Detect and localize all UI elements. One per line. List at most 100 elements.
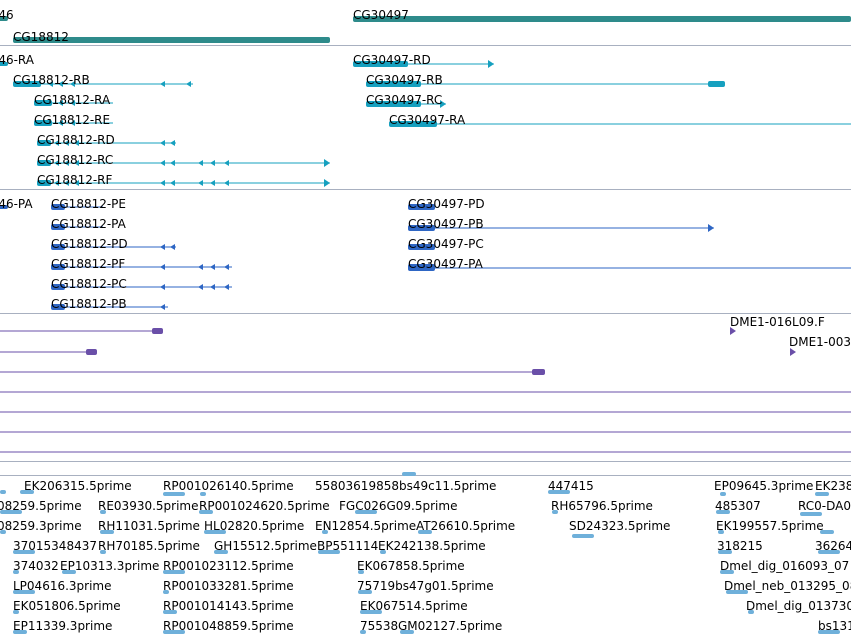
e1-label[interactable]: EK206315.5prime — [24, 479, 132, 493]
bac-dme1-003-marker[interactable] — [790, 348, 796, 356]
e23-label[interactable]: GH15512.5prime — [214, 539, 317, 553]
tx-cg18812-rc-arrow[interactable] — [64, 160, 69, 166]
t-cg18812-rd-label[interactable]: CG18812-RD — [37, 133, 115, 147]
est-mark[interactable] — [0, 530, 6, 534]
est-mark[interactable] — [748, 610, 754, 614]
est-mark[interactable] — [820, 530, 834, 534]
e30-label[interactable]: RP001023112.5prime — [163, 559, 294, 573]
pr-cg18812-pf-box[interactable] — [51, 264, 65, 270]
t-cg18812-rb-label[interactable]: CG18812-RB — [13, 73, 90, 87]
e14-label[interactable]: 08259.3prime — [0, 519, 82, 533]
pr-cg18812-pb-arrow[interactable] — [160, 304, 165, 310]
e13-label[interactable]: RC0-DA0 — [798, 499, 851, 513]
est-mark[interactable] — [572, 534, 594, 538]
pr-cg18812-pd-arrow[interactable] — [160, 244, 165, 250]
p-cg18812-pf-label[interactable]: CG18812-PF — [51, 257, 126, 271]
tx-cg30497-rb-exon2[interactable] — [708, 81, 725, 87]
tx-cg18812-rb-arrow[interactable] — [70, 81, 75, 87]
est-mark[interactable] — [62, 570, 76, 574]
e18-label[interactable]: AT26610.5prime — [416, 519, 516, 533]
e17-label[interactable]: EN12854.5prime — [315, 519, 417, 533]
est-mark[interactable] — [13, 610, 19, 614]
e19-label[interactable]: SD24323.5prime — [569, 519, 671, 533]
tx-cg18812-rd-arrow[interactable] — [54, 140, 59, 146]
tx-cg18812-rd-arrow[interactable] — [74, 140, 79, 146]
pr-cg18812-pd-box[interactable] — [51, 244, 65, 250]
tx-cg18812-rf-arrow[interactable] — [74, 180, 79, 186]
tx-cg18812-rf-end[interactable] — [324, 179, 330, 187]
pr-cg18812-pf-arrow[interactable] — [224, 264, 229, 270]
est-mark[interactable] — [800, 512, 822, 516]
e45-label[interactable]: bs131 — [818, 619, 851, 633]
e43-label[interactable]: 75538 — [360, 619, 399, 633]
pr-cg18812-pf-arrow[interactable] — [160, 264, 165, 270]
tx-cg18812-rf-exon[interactable] — [37, 180, 51, 186]
est-mark[interactable] — [718, 550, 732, 554]
e12-label[interactable]: 485307 — [715, 499, 761, 513]
pr-cg30497-pa-box[interactable] — [408, 264, 435, 271]
est-mark[interactable] — [20, 490, 34, 494]
e3-label[interactable]: 55803619858bs49c11.5prime — [315, 479, 497, 493]
tx-cg30497-ra-exon[interactable] — [389, 121, 437, 127]
e33-label[interactable]: LP04616.3prime — [13, 579, 112, 593]
tx-l946-ra-bar[interactable] — [0, 62, 8, 66]
est-mark[interactable] — [552, 510, 558, 514]
t-cg30497-ra-label[interactable]: CG30497-RA — [389, 113, 466, 127]
tx-cg18812-rf-arrow[interactable] — [54, 180, 59, 186]
tx-cg18812-rc-arrow[interactable] — [198, 160, 203, 166]
tx-cg18812-rc-end[interactable] — [324, 159, 330, 167]
tx-cg18812-rb-exon[interactable] — [13, 81, 41, 87]
est-mark[interactable] — [13, 590, 35, 594]
tx-cg18812-ra-arrow[interactable] — [58, 100, 63, 106]
tx-cg18812-rf-arrow[interactable] — [160, 180, 165, 186]
g-l946-top-label[interactable]: L946 — [0, 8, 14, 22]
pr-cg30497-pb-box[interactable] — [408, 225, 435, 231]
est-mark[interactable] — [815, 492, 829, 496]
bac-2-end[interactable] — [86, 349, 97, 355]
pr-cg18812-pf-arrow[interactable] — [210, 264, 215, 270]
est-mark[interactable] — [360, 610, 382, 614]
tx-cg18812-rc-arrow[interactable] — [160, 160, 165, 166]
p-cg30497-pa-label[interactable]: CG30497-PA — [408, 257, 483, 271]
est-mark[interactable] — [402, 472, 416, 476]
est-mark[interactable] — [214, 550, 228, 554]
e35-label[interactable]: 75719bs47g01.5prime — [357, 579, 494, 593]
t-cg18812-rc-label[interactable]: CG18812-RC — [37, 153, 114, 167]
b-dme1-016l09-label[interactable]: DME1-016L09.F — [730, 315, 825, 329]
t-l946-ra-label[interactable]: L946-RA — [0, 53, 34, 67]
pr-cg18812-pc-arrow[interactable] — [198, 284, 203, 290]
p-cg30497-pd-label[interactable]: CG30497-PD — [408, 197, 485, 211]
tx-cg30497-rb-exon[interactable] — [366, 81, 421, 87]
e42-label[interactable]: RP001048859.5prime — [163, 619, 294, 633]
e40-label[interactable]: Dmel_dig_013730 — [746, 599, 851, 613]
e20-label[interactable]: EK199557.5prime — [716, 519, 824, 533]
est-mark[interactable] — [0, 490, 6, 494]
pr-cg18812-pa-box[interactable] — [51, 224, 65, 230]
p-cg18812-pc-label[interactable]: CG18812-PC — [51, 277, 127, 291]
p-cg30497-pc-label[interactable]: CG30497-PC — [408, 237, 484, 251]
tx-cg18812-rf-arrow[interactable] — [210, 180, 215, 186]
e16-label[interactable]: HL02820.5prime — [204, 519, 305, 533]
est-mark[interactable] — [204, 530, 226, 534]
tx-cg18812-rd-arrow[interactable] — [170, 140, 175, 146]
pr-cg18812-pc-arrow[interactable] — [224, 284, 229, 290]
tx-cg18812-ra-exon[interactable] — [34, 100, 52, 106]
e9-label[interactable]: RP001024620.5prime — [199, 499, 330, 513]
pr-cg18812-pc-box[interactable] — [51, 284, 65, 290]
e6-label[interactable]: EK238 — [815, 479, 851, 493]
est-mark[interactable] — [13, 570, 19, 574]
est-mark[interactable] — [718, 530, 724, 534]
tx-cg18812-rb-arrow[interactable] — [186, 81, 191, 87]
tx-cg30497-rc-end[interactable] — [440, 100, 446, 108]
e22-label[interactable]: RH70185.5prime — [98, 539, 200, 553]
tx-cg30497-rd-exon[interactable] — [353, 61, 408, 67]
e10-label[interactable]: FGC026G09.5prime — [339, 499, 458, 513]
p-cg18812-pb-label[interactable]: CG18812-PB — [51, 297, 127, 311]
gene-l946-bar[interactable] — [0, 16, 8, 21]
tx-cg18812-rc-arrow[interactable] — [224, 160, 229, 166]
b-dme1-003-label[interactable]: DME1-003 — [789, 335, 851, 349]
tx-cg18812-rf-arrow[interactable] — [198, 180, 203, 186]
est-mark[interactable] — [818, 630, 840, 634]
est-mark[interactable] — [358, 570, 364, 574]
t-cg18812-rf-label[interactable]: CG18812-RF — [37, 173, 113, 187]
